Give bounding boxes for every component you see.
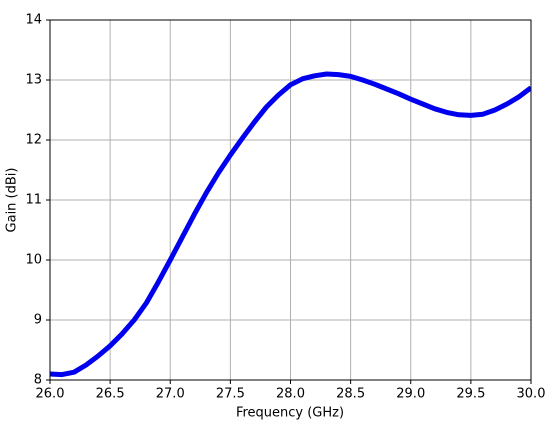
x-tick-label: 30.0: [517, 387, 546, 402]
x-tick-label: 28.0: [276, 387, 305, 402]
y-tick-label: 8: [34, 373, 42, 388]
y-tick-label: 14: [25, 13, 42, 28]
x-axis-label: Frequency (GHz): [236, 406, 344, 421]
x-tick-label: 28.5: [336, 387, 365, 402]
y-axis-label: Gain (dBi): [5, 168, 20, 233]
y-tick-label: 9: [34, 313, 42, 328]
plot-frame: [49, 19, 532, 381]
x-tick-label: 26.5: [96, 387, 125, 402]
y-tick-label: 10: [25, 253, 42, 268]
x-tick-label: 29.5: [456, 387, 485, 402]
x-tick-label: 27.5: [216, 387, 245, 402]
x-tick-label: 29.0: [396, 387, 425, 402]
x-tick-label: 26.0: [36, 387, 65, 402]
y-tick-label: 13: [25, 73, 42, 88]
y-tick-label: 12: [25, 133, 42, 148]
y-tick-label: 11: [25, 193, 42, 208]
x-tick-label: 27.0: [156, 387, 185, 402]
line-series: [50, 71, 531, 378]
